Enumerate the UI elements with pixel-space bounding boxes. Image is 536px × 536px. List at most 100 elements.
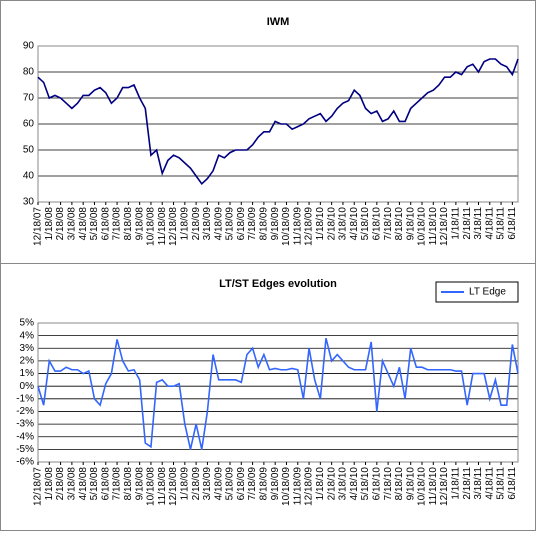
x-tick-label: 8/18/09 [259, 207, 270, 241]
x-tick-label: 12/18/08 [168, 207, 179, 246]
x-tick-label: 6/18/08 [100, 467, 111, 501]
x-tick-label: 12/18/09 [304, 207, 315, 246]
x-tick-label: 3/18/08 [67, 467, 78, 501]
x-tick-label: 9/18/10 [405, 207, 416, 241]
y-tick-label: -3% [16, 419, 34, 430]
x-tick-label: 7/18/10 [383, 467, 394, 501]
plot-area [37, 322, 519, 463]
x-tick-label: 4/18/08 [78, 467, 89, 501]
x-tick-label: 5/18/08 [89, 207, 100, 241]
x-tick-label: 5/18/11 [496, 207, 507, 240]
x-tick-label: 1/18/10 [315, 207, 326, 241]
x-tick-label: 12/18/09 [304, 467, 315, 506]
x-tick-label: 10/18/10 [417, 467, 428, 506]
y-tick-label: 5% [20, 318, 35, 329]
x-tick-label: 11/18/08 [157, 467, 168, 506]
y-tick-label: 0% [20, 381, 35, 392]
x-tick-label: 6/18/09 [236, 207, 247, 241]
x-tick-label: 7/18/10 [383, 207, 394, 241]
x-tick-label: 10/18/10 [417, 207, 428, 246]
x-tick-label: 4/18/09 [213, 207, 224, 241]
x-tick-label: 2/18/10 [326, 207, 337, 241]
x-tick-label: 5/18/10 [360, 467, 371, 501]
x-tick-label: 2/18/10 [326, 467, 337, 501]
x-tick-label: 2/18/11 [462, 207, 473, 240]
chart-title: IWM [267, 16, 290, 28]
y-tick-label: 60 [23, 119, 35, 130]
x-tick-label: 8/18/10 [394, 207, 405, 241]
x-tick-label: 7/18/09 [247, 207, 258, 241]
x-tick-label: 11/18/08 [157, 207, 168, 246]
x-tick-label: 6/18/11 [507, 207, 518, 240]
x-tick-label: 9/18/08 [134, 207, 145, 241]
x-tick-label: 3/18/10 [338, 467, 349, 501]
x-tick-label: 6/18/11 [507, 467, 518, 500]
legend-box [435, 281, 519, 303]
x-tick-label: 5/18/09 [225, 467, 236, 501]
y-tick-label: 80 [23, 67, 35, 78]
x-tick-label: 9/18/09 [270, 467, 281, 501]
x-tick-label: 9/18/09 [270, 207, 281, 241]
x-tick-label: 2/18/09 [191, 467, 202, 501]
x-tick-label: 12/18/08 [168, 467, 179, 506]
x-tick-label: 2/18/08 [55, 467, 66, 501]
x-tick-label: 9/18/10 [405, 467, 416, 501]
x-tick-label: 8/18/08 [123, 467, 134, 501]
x-tick-label: 3/18/11 [473, 207, 484, 240]
x-tick-label: 7/18/09 [247, 467, 258, 501]
x-tick-label: 4/18/08 [78, 207, 89, 241]
x-tick-label: 7/18/08 [112, 467, 123, 501]
y-tick-label: -6% [16, 457, 34, 468]
y-tick-label: 50 [23, 145, 35, 156]
x-tick-label: 8/18/10 [394, 467, 405, 501]
x-tick-label: 3/18/10 [338, 207, 349, 241]
x-tick-label: 5/18/10 [360, 207, 371, 241]
x-tick-label: 6/18/10 [371, 207, 382, 241]
x-tick-label: 6/18/09 [236, 467, 247, 501]
x-tick-label: 1/18/11 [451, 207, 462, 240]
x-tick-label: 8/18/08 [123, 207, 134, 241]
x-tick-label: 2/18/11 [462, 467, 473, 500]
x-tick-label: 2/18/09 [191, 207, 202, 241]
y-tick-label: -1% [16, 393, 34, 404]
x-tick-label: 1/18/08 [44, 207, 55, 241]
x-tick-label: 3/18/11 [473, 467, 484, 500]
x-tick-label: 5/18/11 [496, 467, 507, 500]
x-tick-label: 12/18/07 [33, 467, 44, 506]
y-tick-label: -2% [16, 406, 34, 417]
y-tick-label: 90 [23, 41, 35, 52]
x-tick-label: 8/18/09 [259, 467, 270, 501]
chart-title: LT/ST Edges evolution [219, 278, 337, 290]
y-tick-label: 1% [20, 368, 35, 379]
x-tick-label: 4/18/09 [213, 467, 224, 501]
x-tick-label: 5/18/08 [89, 467, 100, 501]
x-tick-label: 6/18/08 [100, 207, 111, 241]
x-tick-label: 12/18/10 [439, 207, 450, 246]
y-tick-label: 30 [23, 197, 35, 208]
x-tick-label: 10/18/09 [281, 467, 292, 506]
x-tick-label: 2/18/08 [55, 207, 66, 241]
x-tick-label: 3/18/08 [67, 207, 78, 241]
x-tick-label: 12/18/07 [33, 207, 44, 246]
x-tick-label: 7/18/08 [112, 207, 123, 241]
y-tick-label: 3% [20, 343, 35, 354]
x-tick-label: 1/18/10 [315, 467, 326, 501]
x-tick-label: 1/18/09 [179, 207, 190, 241]
x-tick-label: 9/18/08 [134, 467, 145, 501]
x-tick-label: 1/18/09 [179, 467, 190, 501]
x-tick-label: 4/18/11 [484, 467, 495, 500]
x-tick-label: 10/18/08 [146, 467, 157, 506]
line-series [37, 58, 519, 185]
x-tick-label: 11/18/09 [292, 467, 303, 506]
y-tick-label: 40 [23, 171, 35, 182]
legend-label: LT Edge [469, 287, 506, 298]
x-tick-label: 11/18/09 [292, 207, 303, 246]
line-series [37, 337, 519, 450]
plot-area [37, 45, 519, 203]
x-tick-label: 10/18/08 [146, 207, 157, 246]
y-tick-label: 2% [20, 356, 35, 367]
y-tick-label: -5% [16, 444, 34, 455]
x-tick-label: 11/18/10 [428, 467, 439, 506]
x-tick-label: 4/18/10 [349, 207, 360, 241]
